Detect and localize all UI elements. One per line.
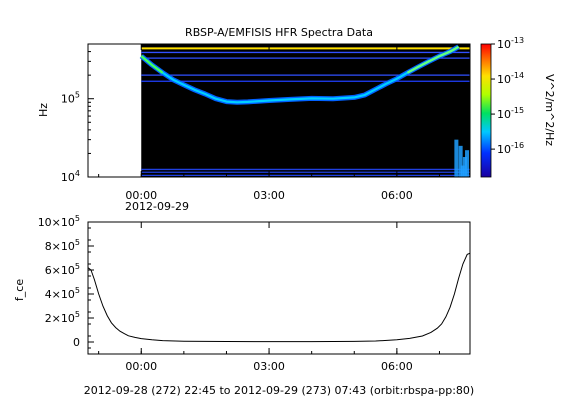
colorbar-tick-label: 10-16 xyxy=(497,141,524,156)
colorbar: 10-13 10-14 10-15 10-16 V^2/m^2/Hz xyxy=(480,36,556,178)
y-tick-label: 0 xyxy=(73,336,80,349)
fce-panel: 00:00 03:00 06:00 0 2×105 4×105 6×105 8×105 10×1… xyxy=(13,214,471,373)
colorbar-tick-label: 10-13 xyxy=(497,36,524,51)
spectrogram-date-label: 2012-09-29 xyxy=(125,200,189,213)
spectrogram-panel: 00:00 03:00 06:00 104 105 Hz 2012-09-29 xyxy=(37,43,471,213)
y-tick-label: 8×105 xyxy=(45,238,80,253)
upper-hybrid-intense-end xyxy=(406,45,460,74)
x-tick-label: 00:00 xyxy=(125,360,157,373)
colorbar-ticks: 10-13 10-14 10-15 10-16 xyxy=(491,36,524,156)
colorbar-label: V^2/m^2/Hz xyxy=(543,74,556,146)
spectrogram-noise-burst xyxy=(454,139,459,177)
y-tick-label: 6×105 xyxy=(45,262,80,277)
time-range-footer: 2012-09-28 (272) 22:45 to 2012-09-29 (27… xyxy=(84,384,474,397)
x-tick-label: 03:00 xyxy=(253,189,285,202)
fce-axes: 00:00 03:00 06:00 0 2×105 4×105 6×105 8×105 10×1… xyxy=(38,214,440,373)
spectrogram-noise-burst xyxy=(458,145,463,177)
fce-ylabel: f_ce xyxy=(13,279,26,301)
y-tick-label: 105 xyxy=(61,91,80,106)
upper-hybrid-intense-start xyxy=(140,55,164,74)
x-tick-label: 00:00 xyxy=(125,189,157,202)
spectrogram-noise-burst xyxy=(462,157,467,177)
colorbar-tick-label: 10-14 xyxy=(497,71,524,86)
x-tick-label: 03:00 xyxy=(253,360,285,373)
y-tick-label: 4×105 xyxy=(45,286,80,301)
chart-title: RBSP-A/EMFISIS HFR Spectra Data xyxy=(185,26,373,39)
spectrogram-axes: 00:00 03:00 06:00 104 105 xyxy=(61,43,440,202)
x-tick-label: 06:00 xyxy=(381,189,413,202)
colorbar-tick-label: 10-15 xyxy=(497,106,524,121)
fce-frame xyxy=(87,221,471,355)
y-tick-label: 104 xyxy=(61,169,80,184)
colorbar-gradient xyxy=(480,43,492,178)
spectrogram-noise-burst xyxy=(465,150,470,177)
fce-series-line xyxy=(88,252,470,343)
y-tick-label: 2×105 xyxy=(45,310,80,325)
spectrogram-image xyxy=(139,44,470,177)
spectrogram-noise-burst xyxy=(460,165,465,177)
spectrogram-ylabel: Hz xyxy=(37,103,50,117)
y-tick-label: 10×105 xyxy=(38,214,80,229)
x-tick-label: 06:00 xyxy=(381,360,413,373)
